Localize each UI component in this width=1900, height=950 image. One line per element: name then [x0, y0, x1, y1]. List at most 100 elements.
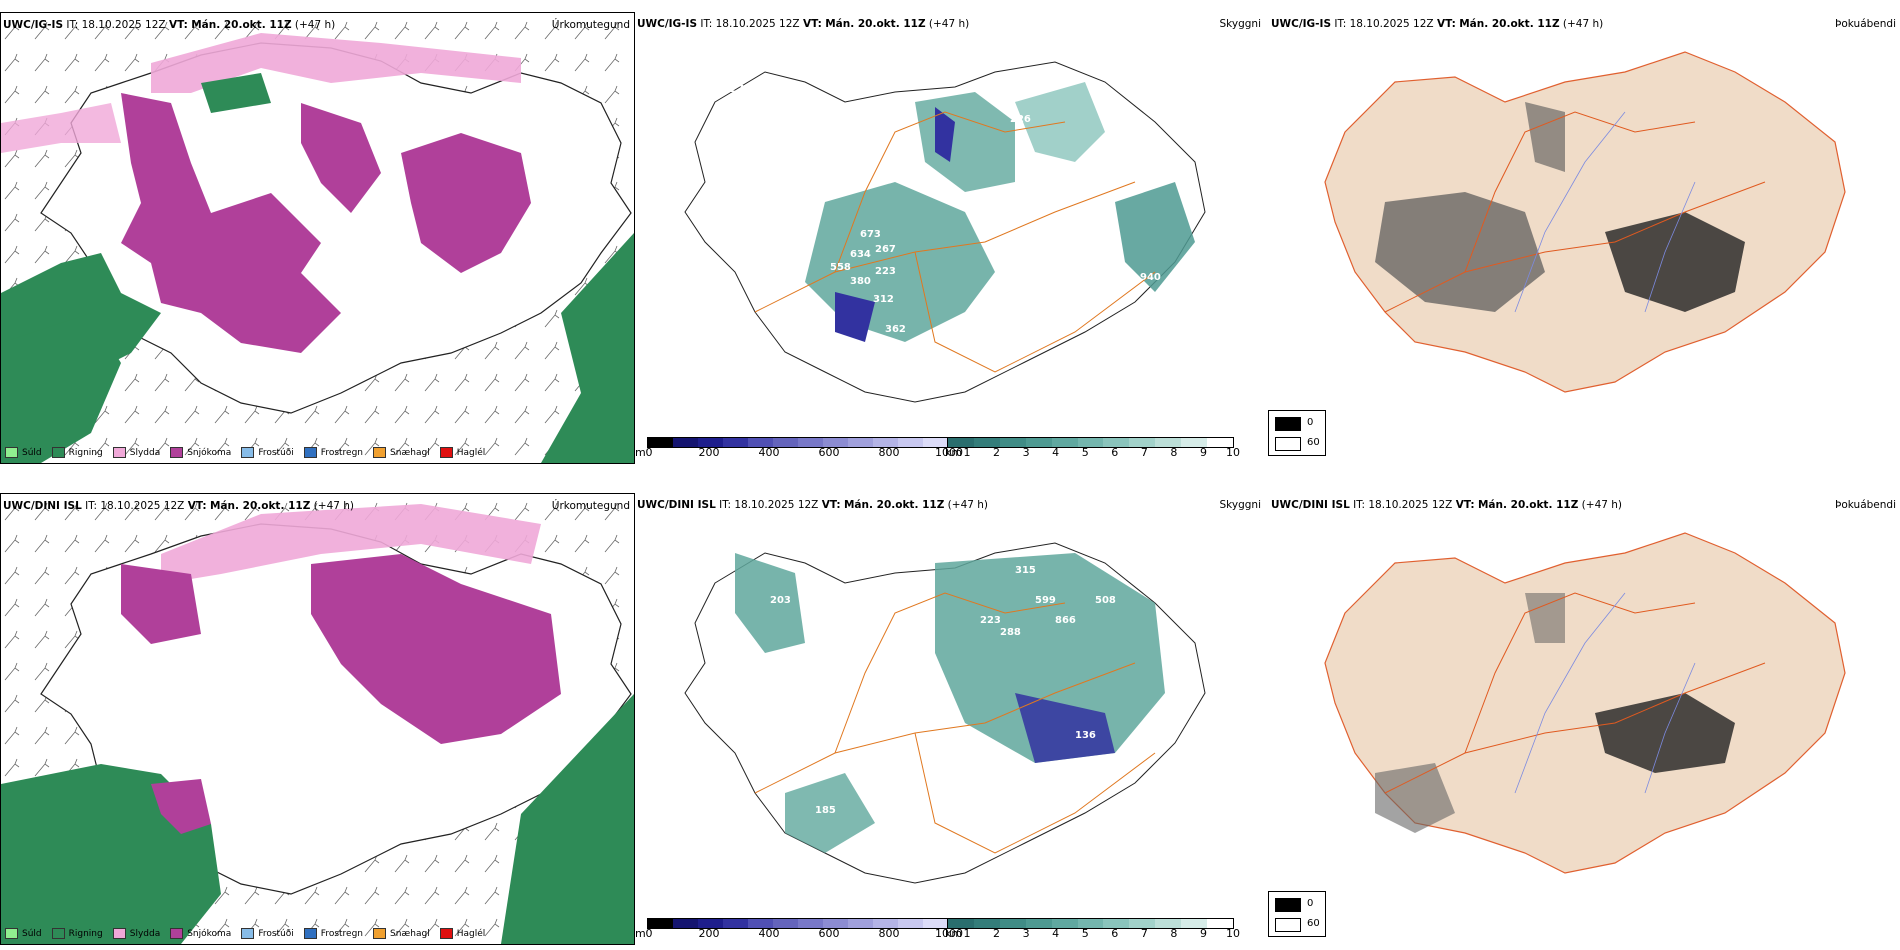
precip-type-panel-top: UWC/IG-IS IT: 18.10.2025 12Z VT: Mán. 20… [0, 12, 635, 464]
fog-legend-max: 60 [1307, 437, 1320, 448]
vis-label: 866 [1055, 615, 1076, 626]
vis-label: 203 [770, 595, 791, 606]
legend-swatch [170, 928, 184, 939]
fog-swatch-dark [1275, 417, 1301, 431]
snow-area-east [311, 554, 561, 744]
colorbar-segment [948, 438, 974, 447]
colorbar-segment [1077, 438, 1104, 447]
panel-title-top-fog: UWC/IG-IS IT: 18.10.2025 12Z VT: Mán. 20… [1271, 18, 1603, 30]
valid-label: VT: [821, 499, 841, 511]
fog-index-area [1525, 593, 1565, 643]
legend-swatch [373, 928, 387, 939]
colorbar-segment [848, 438, 873, 447]
colorbar-tick-label: 6 [1111, 927, 1119, 940]
colorbar-segment [1207, 919, 1233, 928]
valid-time: Mán. 20.okt. 11Z [1477, 499, 1579, 511]
precip-map-top [1, 13, 634, 463]
vis-label: 898 [905, 364, 926, 375]
vis-label: 634 [850, 249, 871, 260]
road-network [754, 592, 1156, 854]
precip-type-title: Úrkomutegund [551, 19, 630, 31]
legend-item: Haglél [439, 928, 486, 939]
colorbar-tick-label: 0 [645, 927, 653, 940]
fog-index-area [1375, 763, 1455, 833]
colorbar-tick-label: 1000 [935, 446, 963, 459]
panel-title-bottom-vis: UWC/DINI ISL IT: 18.10.2025 12Z VT: Mán.… [637, 499, 988, 511]
legend-label: Snæhagl [390, 447, 430, 458]
model-name: UWC/DINI ISL [637, 499, 716, 511]
precip-legend-bottom: Súld Rigning Slydda Snjókoma Frostúði Fr… [5, 928, 485, 939]
colorbar-tick-label: 1 [963, 927, 971, 940]
vis-label: 136 [1075, 730, 1096, 741]
fog-map-top [1324, 51, 1846, 393]
colorbar-tick-label: 5 [1081, 446, 1089, 459]
legend-label: Snjókoma [187, 928, 232, 939]
colorbar-tick-label: 8 [1170, 927, 1178, 940]
precip-map-bottom [1, 494, 634, 944]
visibility-area-km [935, 553, 1165, 763]
vis-label: 267 [875, 244, 896, 255]
visibility-area-m [1015, 693, 1115, 763]
lead-time: (+47 h) [1581, 499, 1623, 511]
visibility-title: Skyggni [1219, 499, 1262, 511]
legend-item: Haglél [439, 447, 485, 458]
colorbar-tick-label: 2 [993, 927, 1001, 940]
legend-swatch [439, 447, 453, 458]
snow-area-central [301, 103, 381, 213]
panel-title-top-vis: UWC/IG-IS IT: 18.10.2025 12Z VT: Mán. 20… [637, 18, 969, 30]
legend-swatch [112, 447, 126, 458]
fog-legend-max: 60 [1307, 918, 1320, 929]
colorbar-tick-label: 4 [1052, 446, 1060, 459]
vis-colorbar-m [647, 918, 949, 929]
colorbar-segment [973, 919, 1000, 928]
colorbar-segment [673, 438, 698, 447]
colorbar-tick-label: 800 [878, 927, 900, 940]
legend-label: Frostregn [320, 928, 364, 939]
vis-label: 223 [875, 266, 896, 277]
colorbar-tick-label: 400 [758, 446, 780, 459]
legend-item: Súld [5, 928, 42, 939]
colorbar-tick-label: 7 [1140, 446, 1148, 459]
colorbar-tick-label: 3 [1022, 446, 1030, 459]
fog-map-bottom [1324, 532, 1846, 874]
lead-time: (+47 h) [294, 19, 336, 31]
colorbar-segment [898, 438, 923, 447]
legend-item: Frostregn [303, 928, 364, 939]
legend-label: Súld [22, 447, 42, 458]
init-time: IT: 18.10.2025 12Z [700, 18, 800, 30]
colorbar-tick-label: 9 [1199, 927, 1207, 940]
vis-unit-m: m [635, 927, 646, 940]
colorbar-segment [748, 438, 773, 447]
visibility-panel-bottom: 203 315 599 223 288 866 508 136 185 Skyg… [635, 493, 1265, 945]
colorbar-segment [923, 919, 948, 928]
legend-swatch [51, 928, 65, 939]
colorbar-segment [798, 438, 823, 447]
colorbar-segment [1025, 438, 1052, 447]
precip-type-title: Úrkomutegund [551, 500, 630, 512]
legend-label: Rigning [68, 447, 103, 458]
init-time: IT: 18.10.2025 12Z [719, 499, 819, 511]
snow-area-southwest [151, 779, 211, 834]
fog-legend-min: 0 [1307, 417, 1314, 428]
colorbar-segment [1181, 919, 1208, 928]
colorbar-segment [648, 438, 673, 447]
legend-item: Snæhagl [373, 928, 430, 939]
valid-label: VT: [168, 19, 188, 31]
fog-swatch-light [1275, 437, 1301, 451]
vis-label: 380 [850, 276, 871, 287]
valid-time: Mán. 20.okt. 11Z [825, 18, 926, 30]
legend-swatch [241, 928, 255, 939]
visibility-area-m [935, 107, 955, 162]
legend-label: Haglél [456, 928, 486, 939]
vis-label: 223 [980, 615, 1001, 626]
colorbar-tick-label: 400 [758, 927, 780, 940]
rivers [1514, 592, 1696, 794]
legend-item: Rigning [51, 928, 103, 939]
legend-item: Snæhagl [373, 447, 430, 458]
road-network [754, 111, 1156, 373]
colorbar-segment [1051, 919, 1078, 928]
snow-area-west [121, 93, 341, 353]
colorbar-segment [648, 919, 673, 928]
road-network [1384, 111, 1766, 313]
legend-swatch [303, 447, 317, 458]
